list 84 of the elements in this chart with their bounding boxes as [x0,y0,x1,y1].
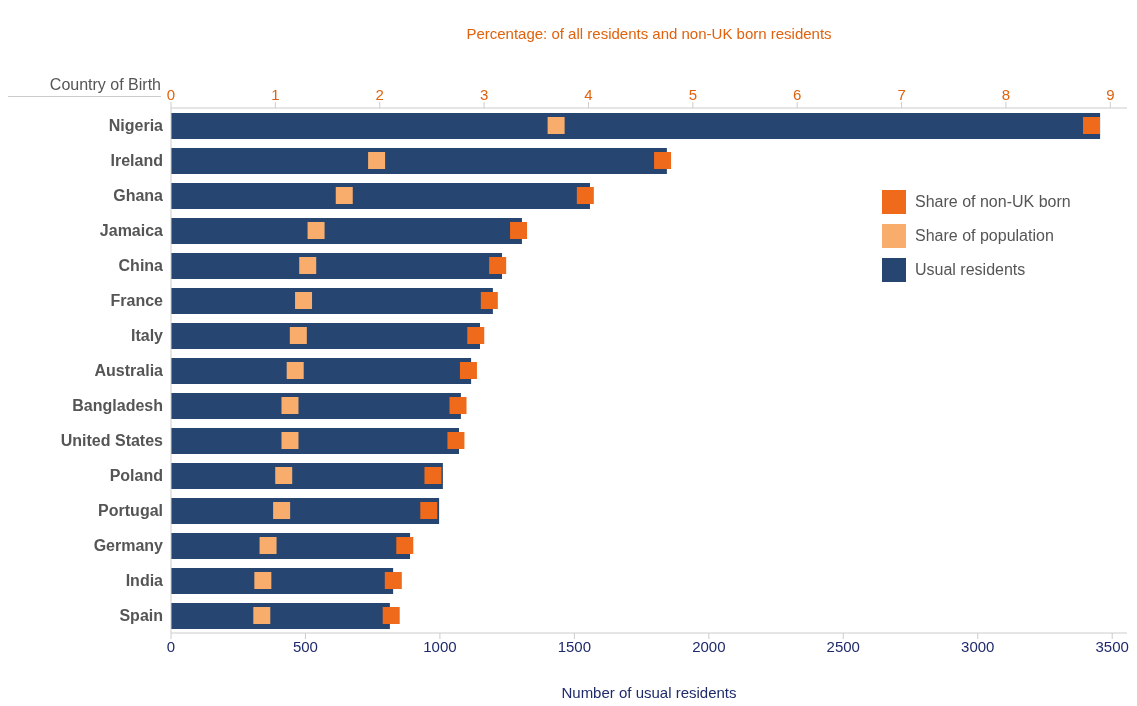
bar [171,113,1101,139]
bar [171,183,590,209]
point [289,327,307,344]
point [396,537,414,554]
x2-tick-label: 5 [688,86,698,103]
y-tick-label: France [110,292,164,310]
legend-label: Usual residents [915,261,1026,279]
x2-tick-label: 4 [584,86,593,103]
x-tick-label: 1000 [423,637,457,655]
y-tick-label: China [118,257,164,275]
x2-axis-title: Percentage: of all residents and non-UK born residents [466,24,832,42]
point [424,467,442,484]
point [480,292,498,309]
bar [171,253,503,279]
x-tick-label: 3500 [1095,637,1129,655]
y-tick-label: Bangladesh [72,397,163,415]
y-tick-label: India [125,572,164,590]
bar [171,288,493,314]
x2-tick-label: 9 [1106,86,1115,103]
x-tick-label: 3000 [961,637,995,655]
point [281,432,299,449]
x-tick-label: 2500 [826,637,860,655]
y-tick-label: Australia [94,362,164,380]
y-axis-title: Country of Birth [8,76,161,97]
point [253,607,271,624]
point [286,362,304,379]
y-tick-label: Ghana [113,187,164,205]
bar [171,568,394,594]
bar [171,603,390,629]
point [1083,117,1101,134]
x-axis-title: Number of usual residents [561,684,737,701]
point [299,257,317,274]
bar [171,393,461,419]
point [368,152,386,169]
point [467,327,485,344]
bar [171,533,411,559]
point [281,397,299,414]
bar [171,463,443,489]
point [295,292,313,309]
point [459,362,477,379]
point [547,117,565,134]
y-tick-label: United States [60,432,164,450]
point [273,502,291,519]
x-tick-label: 1500 [557,637,592,655]
point [254,572,272,589]
bar [171,218,522,244]
y-tick-label: Jamaica [99,222,164,240]
y-tick-label: Ireland [110,152,163,170]
legend-label: Share of population [915,227,1054,245]
x-tick-label: 500 [292,637,318,655]
x2-tick-label: 0 [166,86,176,103]
x-tick-label: 0 [166,637,176,655]
y-tick-label: Germany [93,537,164,555]
bar [171,358,472,384]
point [576,187,594,204]
point [420,502,438,519]
point [259,537,277,554]
point [382,607,400,624]
point [510,222,528,239]
point [449,397,467,414]
legend-label: Share of non-UK born [915,193,1071,211]
bar [171,498,440,524]
point [447,432,465,449]
point [335,187,353,204]
x2-tick-label: 7 [897,86,906,103]
x2-tick-label: 1 [271,86,280,103]
point [307,222,325,239]
x2-tick-label: 3 [479,86,489,103]
x2-tick-label: 8 [1001,86,1011,103]
point [275,467,293,484]
y-tick-label: Spain [119,607,163,625]
bar [171,323,480,349]
y-tick-label: Poland [109,467,163,485]
y-tick-label: Nigeria [108,117,164,135]
bar [171,428,460,454]
x2-tick-label: 6 [793,86,802,103]
point [489,257,507,274]
bar [171,148,667,174]
x2-tick-label: 2 [375,86,384,103]
y-tick-label: Portugal [98,502,163,520]
point [654,152,672,169]
point [384,572,402,589]
y-tick-label: Italy [130,327,164,345]
x-tick-label: 2000 [692,637,726,655]
